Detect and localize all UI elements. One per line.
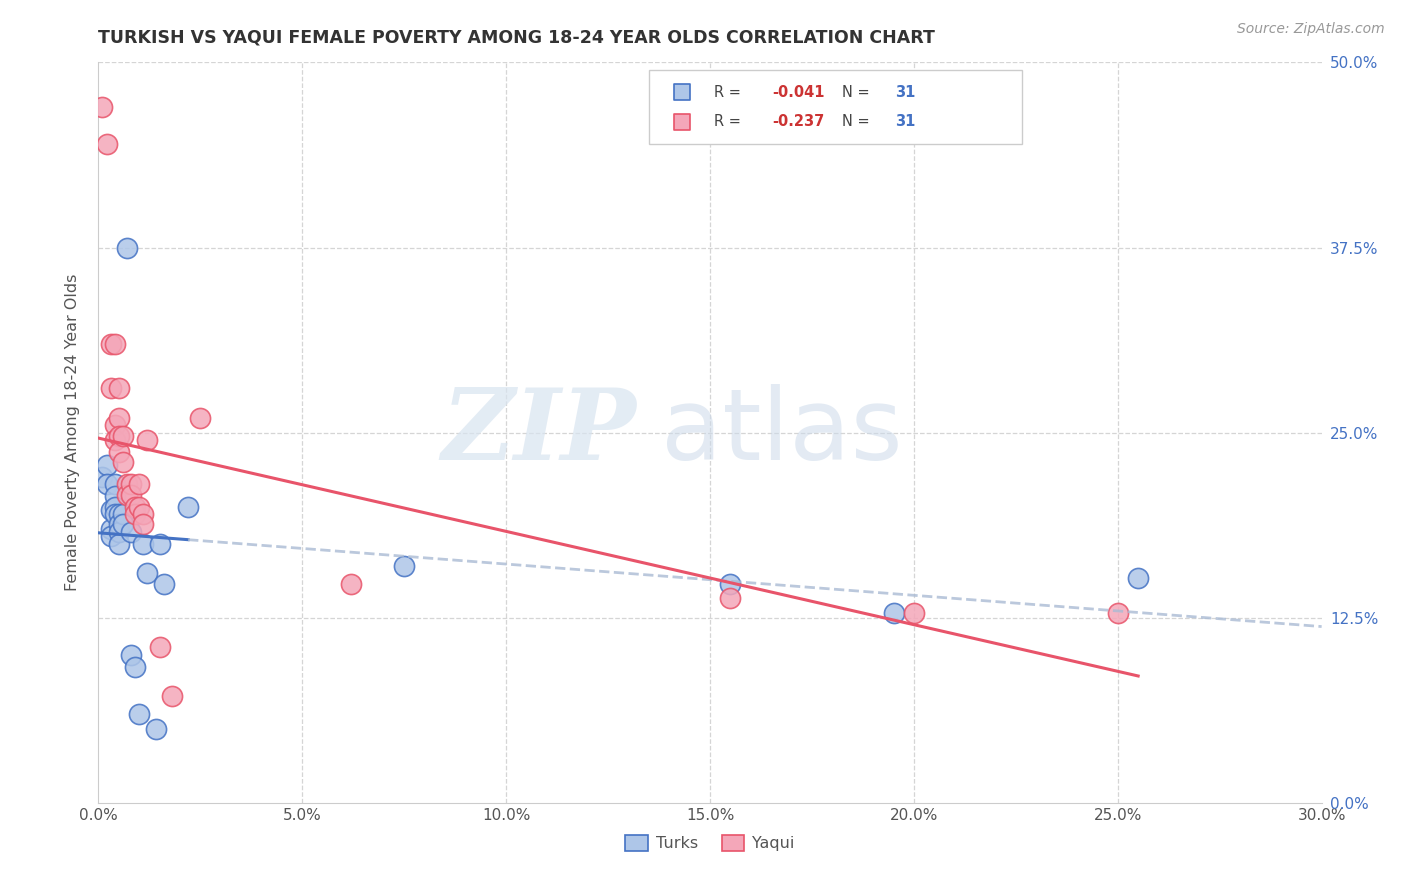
Point [149,536,172,550]
Text: 31: 31 [894,114,915,129]
Point [124,500,146,514]
Point [120,648,142,662]
Point [108,536,131,550]
Text: R =: R = [714,85,745,100]
Point [132,507,155,521]
Point [96,477,118,491]
Point [115,477,138,491]
Point [188,410,212,425]
Text: N =: N = [842,114,875,129]
Point [104,507,127,521]
Point [108,381,131,395]
Point [132,536,155,550]
Point [100,529,122,543]
Point [108,428,131,442]
Point [136,433,159,447]
Point [120,524,142,539]
Point [108,445,131,459]
Text: -0.041: -0.041 [772,85,825,100]
Point [115,240,138,255]
Point [100,522,122,536]
Text: ZIP: ZIP [441,384,637,481]
Point [108,524,131,539]
Point [124,659,146,673]
Point [104,336,127,351]
Point [718,576,742,591]
Point [160,689,183,703]
Text: Source: ZipAtlas.com: Source: ZipAtlas.com [1237,22,1385,37]
Point [104,433,127,447]
Point [96,136,118,151]
Legend: Turks, Yaqui: Turks, Yaqui [619,829,801,858]
Text: TURKISH VS YAQUI FEMALE POVERTY AMONG 18-24 YEAR OLDS CORRELATION CHART: TURKISH VS YAQUI FEMALE POVERTY AMONG 18… [98,29,935,47]
Point [145,722,167,736]
Point [392,558,416,573]
Point [120,477,142,491]
Text: R =: R = [714,114,745,129]
Point [104,489,127,503]
FancyBboxPatch shape [648,70,1022,144]
Point [111,507,134,521]
Point [96,458,118,473]
Point [128,706,150,721]
Point [903,607,925,621]
Text: 31: 31 [894,85,915,100]
Point [128,477,150,491]
Point [108,507,131,521]
Point [108,517,131,532]
Point [120,488,142,502]
Point [115,488,138,502]
Point [132,517,155,532]
Point [136,566,159,581]
Text: atlas: atlas [661,384,903,481]
Point [1128,571,1150,585]
Point [124,507,146,521]
Point [91,100,114,114]
Point [883,607,905,621]
Point [100,336,122,351]
Point [111,455,134,469]
Point [149,640,172,655]
Point [104,477,127,491]
Point [108,410,131,425]
Point [100,502,122,516]
Point [152,576,174,591]
Text: N =: N = [842,85,875,100]
Point [128,500,150,514]
Point [111,428,134,442]
Point [111,517,134,532]
Point [1107,607,1129,621]
Y-axis label: Female Poverty Among 18-24 Year Olds: Female Poverty Among 18-24 Year Olds [65,274,80,591]
Point [104,418,127,433]
Point [177,500,200,514]
Text: -0.237: -0.237 [772,114,825,129]
Point [718,591,742,606]
Point [340,576,363,591]
Point [104,500,127,514]
Point [100,381,122,395]
Point [91,470,114,484]
